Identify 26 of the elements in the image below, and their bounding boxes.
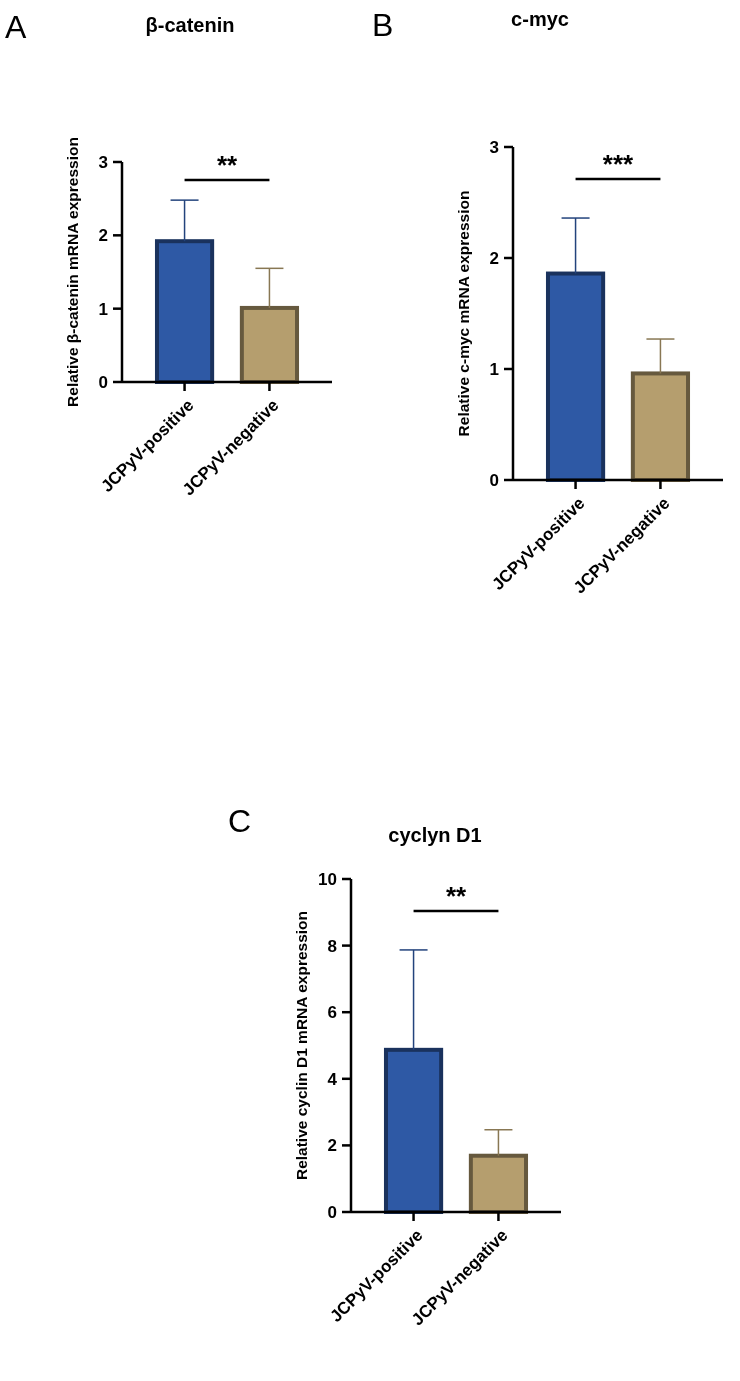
text: C [228,803,252,839]
chart-title: cyclyn D1 [388,824,482,846]
y-axis-title: Relative β-catenin mRNA expression [64,137,81,407]
y-axis-title: Relative cyclin D1 mRNA expression [293,910,310,1181]
y-tick-label: 3 [489,137,499,157]
annotation: ** [445,881,467,911]
chart-title: β-catenin [145,14,235,36]
y-tick-label: 2 [98,226,108,246]
chart-title: c-myc [511,8,569,30]
y-tick-label: 2 [327,1136,337,1156]
text: B [372,7,394,43]
y-tick-label: 0 [98,372,108,392]
annotation: ** [216,150,238,180]
y-tick-label: 6 [327,1003,337,1023]
y-tick-label: 1 [98,299,108,319]
y-tick-label: 8 [327,936,337,956]
text: A [5,9,27,45]
y-tick-label: 0 [489,470,499,490]
y-tick-label: 0 [327,1202,337,1222]
annotation: *** [602,149,635,179]
y-tick-label: 3 [98,152,108,172]
y-axis-title: Relative c-myc mRNA expression [455,190,472,437]
y-tick-label: 1 [489,359,499,379]
y-tick-label: 2 [489,248,499,268]
y-tick-label: 4 [327,1069,338,1089]
y-tick-label: 10 [318,869,337,889]
